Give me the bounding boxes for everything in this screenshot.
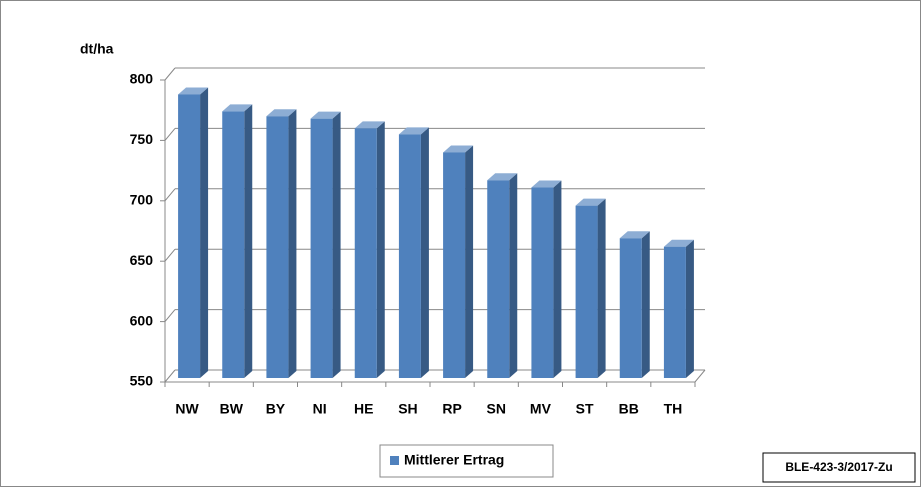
bar-top <box>222 104 253 112</box>
x-tick-label: BB <box>619 401 639 417</box>
grid-line-side <box>164 248 176 262</box>
grid-line-side <box>164 309 176 322</box>
bar-top <box>487 173 518 181</box>
x-tick-label: ST <box>576 401 594 417</box>
bar <box>266 116 289 379</box>
bar-side <box>420 127 429 378</box>
x-tick-label: HE <box>354 401 373 417</box>
grid-line-side <box>164 67 176 81</box>
grid-line-side <box>164 128 176 141</box>
y-tick-label: 550 <box>130 373 154 389</box>
bar-top <box>531 180 562 188</box>
y-tick-label: 750 <box>130 131 154 147</box>
bar-top <box>266 109 297 117</box>
bar <box>531 187 554 378</box>
x-axis-back <box>694 369 706 383</box>
bar <box>178 94 201 378</box>
y-tick-label: 650 <box>130 252 154 268</box>
bar-side <box>509 173 518 378</box>
bar <box>222 111 245 379</box>
y-tick-label: 800 <box>130 71 154 87</box>
bar <box>487 180 510 378</box>
bar-side <box>376 121 385 378</box>
bar-top <box>354 121 385 129</box>
bar <box>663 246 686 378</box>
bar-top <box>619 231 650 239</box>
y-tick-label: 600 <box>130 312 154 328</box>
source-note: BLE-423-3/2017-Zu <box>785 460 892 474</box>
legend-label: Mittlerer Ertrag <box>404 452 504 468</box>
bar-side <box>288 109 297 379</box>
x-tick-label: RP <box>442 401 461 417</box>
source-box <box>762 452 916 483</box>
bar <box>398 134 421 378</box>
bar <box>575 205 598 378</box>
x-tick-label: TH <box>664 401 683 417</box>
bar-side <box>332 111 341 378</box>
x-tick-label: BW <box>220 401 244 417</box>
x-tick-label: BY <box>266 401 286 417</box>
bar-side <box>465 145 474 378</box>
bar-side <box>685 239 694 378</box>
bar-top <box>663 239 694 247</box>
bar-top <box>178 87 209 95</box>
x-tick-label: SH <box>398 401 417 417</box>
bar <box>443 152 466 378</box>
bar <box>619 238 642 378</box>
bar <box>354 128 377 378</box>
bar-side <box>244 104 253 379</box>
bar-top <box>443 145 474 153</box>
grid-line-side <box>164 369 176 383</box>
bar-side <box>597 198 606 378</box>
legend-swatch <box>390 456 399 465</box>
x-tick-label: NW <box>175 401 199 417</box>
x-tick-label: SN <box>487 401 506 417</box>
bar <box>310 118 333 378</box>
x-tick-label: MV <box>530 401 552 417</box>
bar-side <box>553 180 562 378</box>
grid-line-side <box>164 188 176 202</box>
bar-top <box>575 198 606 206</box>
bar-side <box>200 87 209 378</box>
legend-box <box>379 444 554 478</box>
bar-top <box>398 127 429 135</box>
bar-side <box>641 231 650 378</box>
x-tick-label: NI <box>313 401 327 417</box>
y-axis-label: dt/ha <box>80 41 114 57</box>
bar-top <box>310 111 341 119</box>
y-tick-label: 700 <box>130 192 154 208</box>
